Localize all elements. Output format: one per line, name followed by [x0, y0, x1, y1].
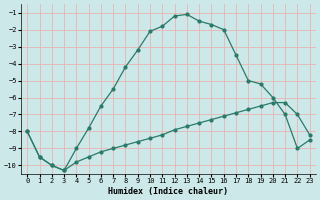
X-axis label: Humidex (Indice chaleur): Humidex (Indice chaleur)	[108, 187, 228, 196]
